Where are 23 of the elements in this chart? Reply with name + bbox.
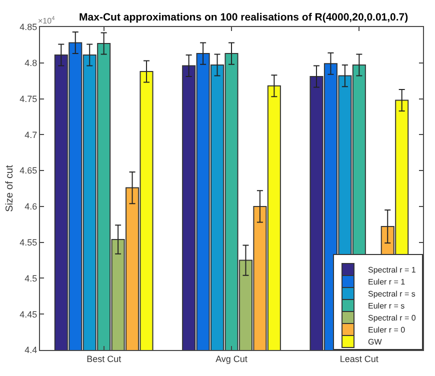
chart-title: Max-Cut approximations on 100 realisations of R(4000,20,0.01,0.7) (79, 12, 408, 24)
y-tick-label: 4.85 (20, 22, 38, 32)
x-tick-label: Least Cut (340, 354, 379, 364)
text: ×10$^{4}$ (38, 16, 55, 26)
legend-label: Spectral r = s (368, 290, 416, 299)
legend-label: Euler r = 0 (368, 326, 406, 335)
x-tick-label: Best Cut (86, 354, 122, 364)
y-tick-label: 4.55 (20, 237, 38, 248)
legend-label: Euler r = s (368, 302, 405, 311)
y-tick-label: 4.5 (24, 273, 38, 284)
legend-label: GW (368, 338, 382, 347)
y-tick-label: 4.6 (24, 202, 38, 212)
x-tick-label: Avg Cut (216, 354, 248, 364)
legend-label: Spectral r = 1 (368, 266, 416, 275)
y-tick-label: 4.75 (20, 94, 38, 104)
y-tick-label: 4.45 (20, 309, 38, 320)
legend-label: Spectral r = 0 (368, 314, 416, 323)
y-axis-title: Size of cut (4, 164, 16, 212)
y-tick-label: 4.7 (24, 130, 38, 140)
legend-label: Euler r = 1 (368, 278, 406, 287)
y-tick-label: 4.65 (20, 166, 38, 176)
y-tick-label: 4.4 (24, 345, 38, 356)
y-tick-label: 4.8 (24, 58, 38, 68)
